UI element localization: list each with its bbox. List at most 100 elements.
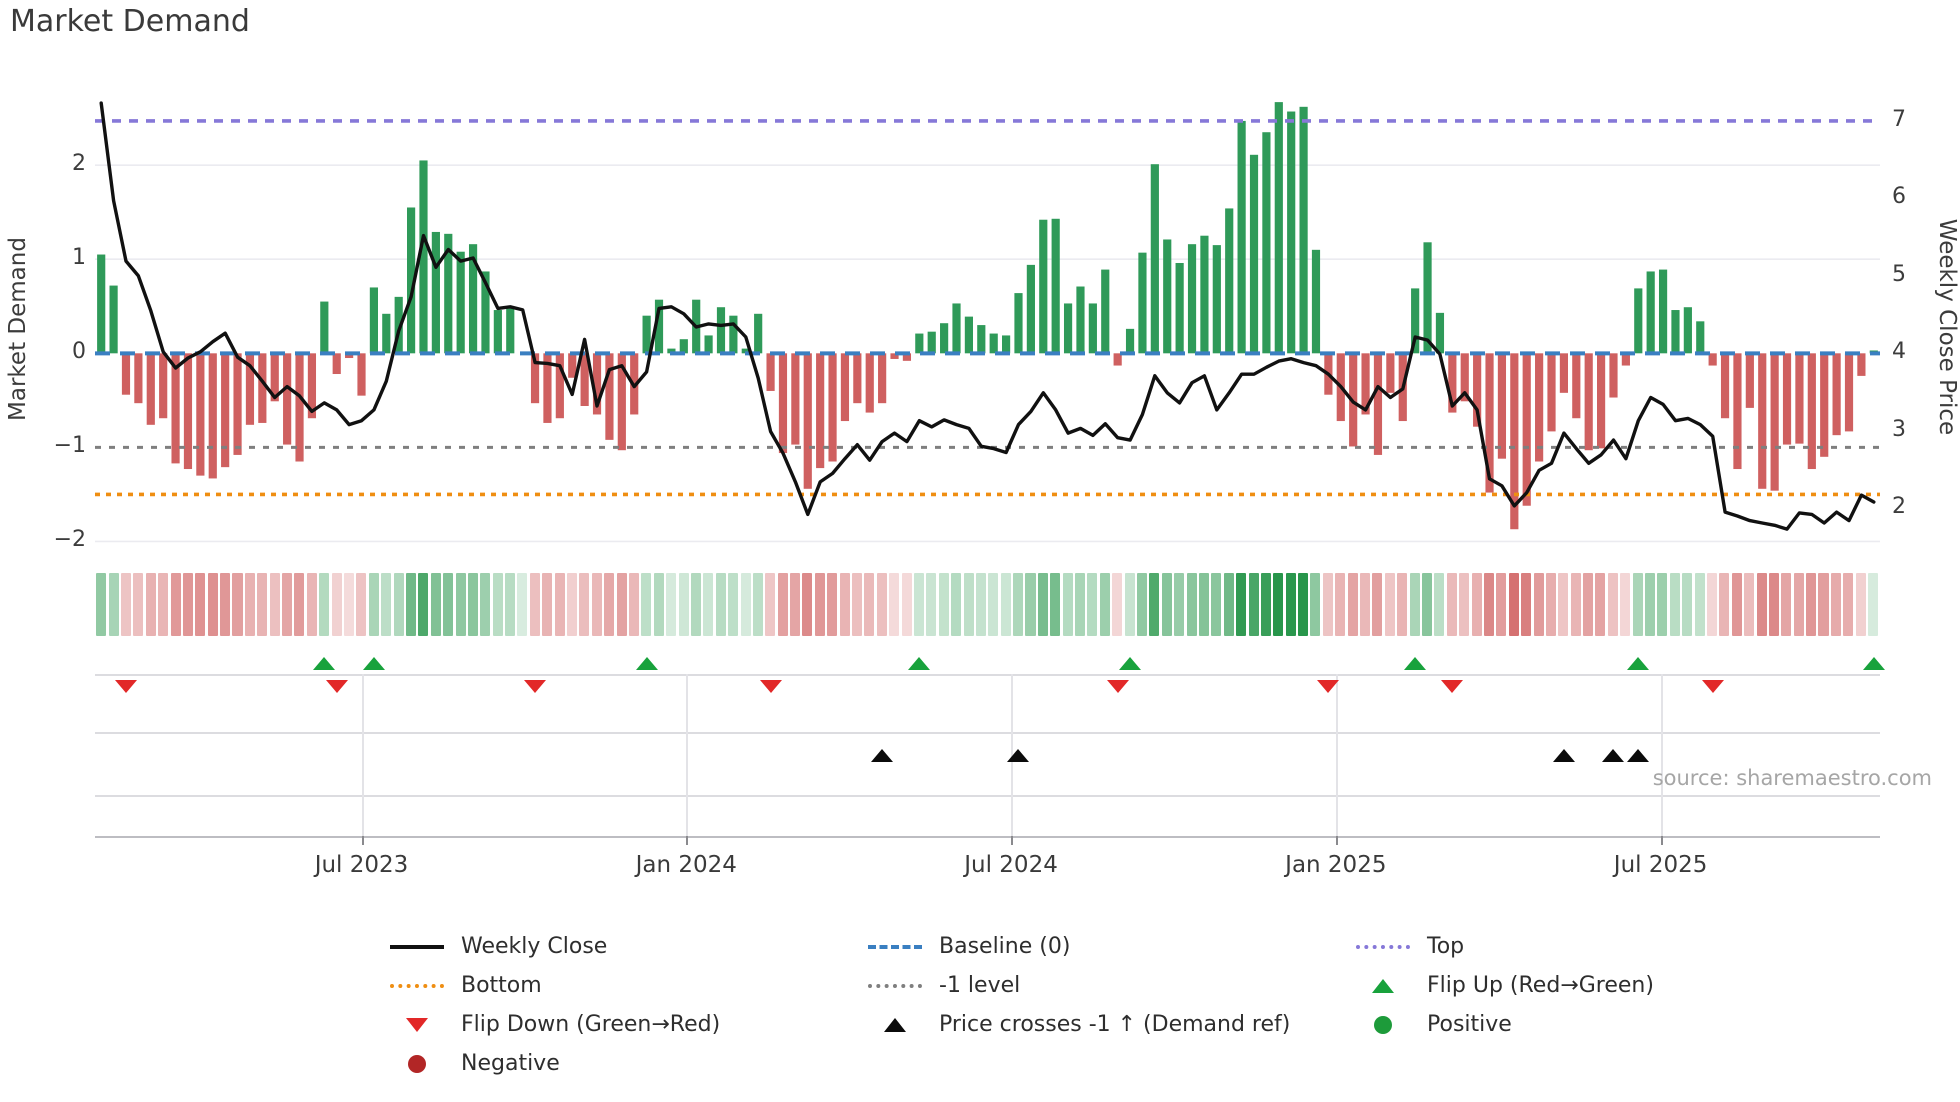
demand-bar-positive — [1163, 239, 1172, 354]
heatmap-cell — [418, 573, 429, 636]
price-cross-marker — [871, 749, 894, 762]
demand-bar-negative — [332, 353, 341, 375]
heatmap-cell — [975, 573, 986, 636]
heatmap-cell — [505, 573, 516, 636]
left-tick-label: 0 — [72, 339, 86, 365]
left-tick-label: −1 — [53, 433, 86, 459]
heatmap-cell — [901, 573, 912, 636]
heatmap-cell — [1508, 573, 1519, 636]
heatmap-cell — [567, 573, 578, 636]
heatmap-cell — [331, 573, 342, 636]
demand-bar-negative — [357, 353, 366, 396]
panel-grid-vline — [1660, 674, 1663, 836]
demand-bar-positive — [667, 348, 676, 354]
heatmap-cell — [1818, 573, 1829, 636]
heatmap-cell — [96, 573, 107, 636]
heatmap-cell — [988, 573, 999, 636]
demand-bar-negative — [1584, 353, 1593, 451]
right-tick-label: 2 — [1892, 494, 1906, 520]
heatmap-cell — [319, 573, 330, 636]
x-tick-mark — [1011, 836, 1014, 845]
demand-bar-negative — [1844, 353, 1854, 432]
legend-item-flip-up: Flip Up (Red→Green) — [1354, 969, 1784, 1002]
heatmap-cell — [728, 573, 739, 636]
demand-bar-negative — [580, 353, 589, 406]
heatmap-cell — [790, 573, 801, 636]
heatmap-cell — [1768, 573, 1779, 636]
demand-bar-positive — [1646, 271, 1655, 354]
x-tick-mark — [686, 836, 689, 845]
demand-bar-positive — [977, 325, 986, 354]
heatmap-cell — [1855, 573, 1866, 636]
heatmap-cell — [1868, 573, 1879, 636]
demand-bar-negative — [1795, 353, 1804, 444]
demand-bar-negative — [1373, 353, 1383, 455]
heatmap-cell — [951, 573, 962, 636]
demand-bar-negative — [1473, 353, 1482, 427]
heatmap-cell — [1632, 573, 1643, 636]
legend-item-baseline: Baseline (0) — [866, 930, 1354, 963]
panel-grid-vline — [1335, 674, 1338, 836]
demand-bar-positive — [431, 231, 440, 354]
demand-bar-negative — [803, 353, 812, 489]
heatmap-cell — [938, 573, 949, 636]
heatmap-cell — [1397, 573, 1408, 636]
demand-bar-negative — [890, 353, 899, 359]
heatmap-cell — [1124, 573, 1135, 636]
demand-bar-positive — [927, 331, 936, 354]
demand-bar-positive — [940, 323, 949, 354]
heatmap-cell — [182, 573, 193, 636]
legend-label: Bottom — [461, 973, 542, 998]
flip-down-marker — [1441, 680, 1464, 693]
price-cross-triangle-icon — [866, 1012, 924, 1038]
demand-bar-negative — [568, 353, 577, 378]
panel-divider-line — [95, 795, 1880, 797]
heatmap-cell — [1360, 573, 1371, 636]
demand-bar-positive — [1200, 235, 1209, 354]
demand-bar-negative — [1497, 353, 1507, 459]
heatmap-cell — [802, 573, 813, 636]
demand-bar-negative — [791, 353, 800, 445]
bottom-line-icon — [388, 973, 446, 999]
heatmap-cell — [1037, 573, 1048, 636]
demand-bar-positive — [1671, 310, 1680, 354]
demand-bar-positive — [1002, 335, 1011, 354]
heatmap-cell — [232, 573, 243, 636]
heatmap-cell — [579, 573, 590, 636]
demand-bar-negative — [1522, 353, 1531, 506]
demand-bar-positive — [506, 307, 515, 354]
right-tick-label: 4 — [1892, 339, 1906, 365]
right-tick-label: 7 — [1892, 106, 1906, 132]
x-tick-label: Jul 2023 — [314, 852, 409, 878]
demand-bar-positive — [915, 333, 924, 354]
demand-bar-positive — [1311, 249, 1321, 354]
heatmap-cell — [529, 573, 540, 636]
demand-bar-negative — [1386, 353, 1395, 393]
demand-bar-negative — [1547, 353, 1556, 432]
demand-bar-negative — [233, 353, 242, 455]
heatmap-cell — [1706, 573, 1717, 636]
panel-divider-line — [95, 732, 1880, 734]
heatmap-cell — [1682, 573, 1693, 636]
heatmap-cell — [1421, 573, 1432, 636]
heatmap-cell — [1446, 573, 1457, 636]
heatmap-cell — [108, 573, 119, 636]
heatmap-cell — [1409, 573, 1420, 636]
heatmap-cell — [480, 573, 491, 636]
heatmap-cell — [1087, 573, 1098, 636]
demand-bar-negative — [1820, 353, 1829, 457]
flip-up-marker — [1119, 657, 1142, 670]
heatmap-cell — [1075, 573, 1086, 636]
heatmap-cell — [827, 573, 838, 636]
heatmap-cell — [1607, 573, 1618, 636]
flip-down-marker — [524, 680, 547, 693]
heatmap-cell — [1149, 573, 1160, 636]
legend-label: Flip Down (Green→Red) — [461, 1012, 721, 1037]
demand-bar-positive — [1262, 132, 1271, 354]
page-title: Market Demand — [10, 4, 250, 39]
heatmap-cell — [443, 573, 454, 636]
demand-bar-positive — [493, 310, 502, 354]
demand-bar-negative — [146, 353, 155, 425]
left-tick-label: −2 — [53, 527, 86, 553]
flip-up-marker — [908, 657, 931, 670]
